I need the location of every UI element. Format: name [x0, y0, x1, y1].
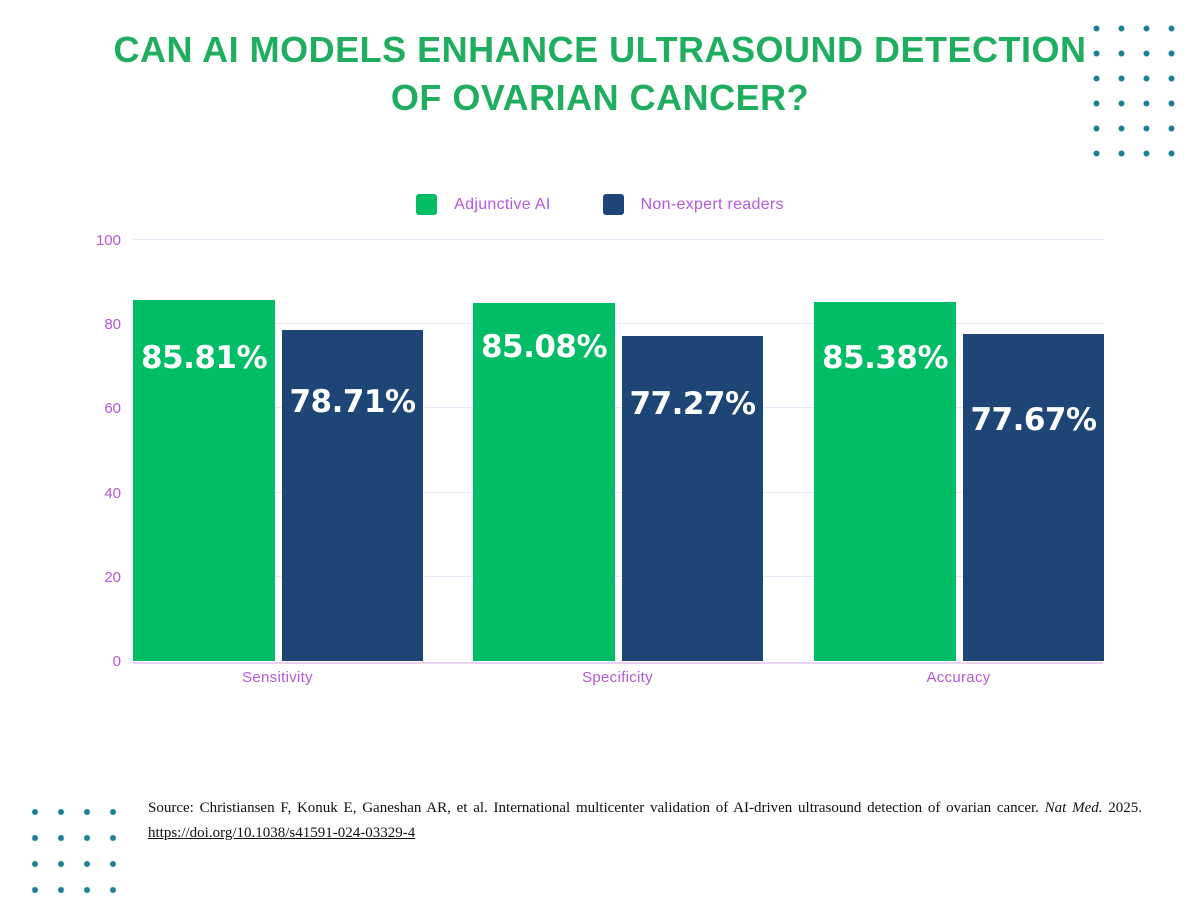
source-text: Source: Christiansen F, Konuk E, Ganesha…	[148, 798, 1142, 818]
legend-label: Non-expert readers	[640, 195, 784, 213]
bar-value-label: 78.71%	[289, 383, 416, 420]
bar-value-label: 77.27%	[629, 385, 756, 422]
dot-pattern-bottom-left	[22, 799, 126, 903]
x-category-label: Specificity	[582, 669, 653, 686]
legend-swatch-icon	[602, 194, 624, 215]
gridline	[133, 407, 1103, 409]
legend: Adjunctive AI Non-expert readers	[0, 194, 1200, 215]
page-title-line1: CAN AI MODELS ENHANCE ULTRASOUND DETECTI…	[113, 29, 1087, 70]
y-tick-label: 100	[95, 232, 121, 249]
source-prefix: Source: Christiansen F, Konuk E, Ganesha…	[148, 800, 1039, 816]
gridline	[133, 239, 1103, 240]
gridline	[133, 491, 1103, 493]
bar: 85.81%	[133, 299, 275, 661]
x-axis-line	[133, 662, 1103, 664]
plot-area: 0 20 40 60 80 100 85.81% 85.08% 85.38% 78.71% 77.2…	[96, 232, 1104, 686]
bar: 77.27%	[622, 335, 763, 661]
bar: 78.71%	[282, 329, 423, 661]
gridline	[133, 575, 1103, 577]
page-title: CAN AI MODELS ENHANCE ULTRASOUND DETECTI…	[0, 26, 1200, 122]
y-tick-label: 0	[112, 653, 121, 670]
source-journal: Nat Med.	[1044, 800, 1103, 816]
legend-item: Adjunctive AI	[416, 194, 550, 215]
bar: 85.08%	[473, 302, 615, 661]
y-tick-label: 20	[104, 568, 121, 586]
dot-pattern-top-right	[1084, 16, 1184, 166]
source-year: 2025.	[1108, 800, 1143, 816]
y-tick-label: 40	[104, 484, 121, 502]
bar-value-label: 85.38%	[821, 339, 949, 376]
gridline	[133, 323, 1103, 325]
page-title-line2: OF OVARIAN CANCER?	[390, 77, 810, 118]
doi-link[interactable]: https://doi.org/10.1038/s41591-024-03329…	[148, 825, 416, 841]
source-citation: Source: Christiansen F, Konuk E, Ganesha…	[148, 798, 1142, 842]
y-tick-label: 60	[104, 400, 121, 418]
bar-value-label: 85.08%	[480, 328, 608, 365]
x-category-label: Sensitivity	[242, 669, 313, 686]
legend-item: Non-expert readers	[602, 194, 784, 215]
legend-label: Adjunctive AI	[454, 195, 551, 213]
y-tick-label: 80	[104, 316, 121, 334]
bar-value-label: 85.81%	[140, 339, 268, 376]
bar-value-label: 77.67%	[970, 402, 1097, 439]
legend-swatch-icon	[416, 194, 438, 215]
bar: 85.38%	[814, 301, 956, 661]
x-category-label: Accuracy	[926, 669, 991, 686]
bar: 77.67%	[963, 334, 1104, 661]
